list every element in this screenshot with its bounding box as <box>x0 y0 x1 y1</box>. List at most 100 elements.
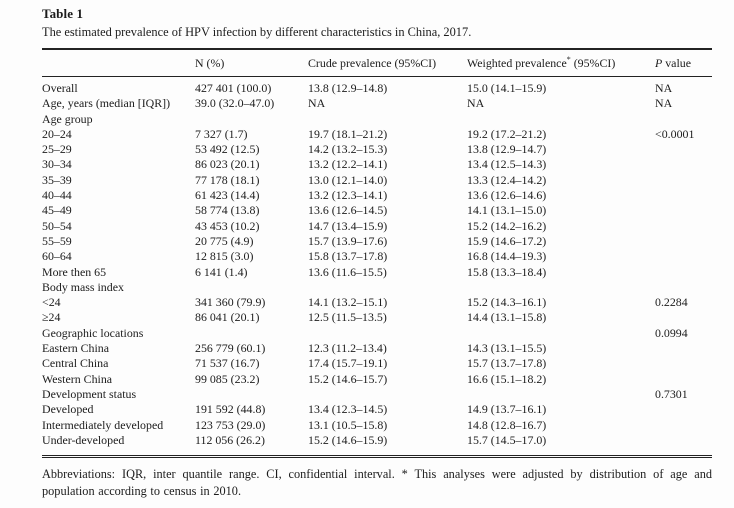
col-header-p-value: P value <box>655 49 712 77</box>
table-row: Intermediately developed 123 753 (29.0) 13… <box>42 418 712 433</box>
cell <box>467 280 655 295</box>
cell <box>195 112 308 127</box>
table-row: ≥24 86 041 (20.1) 12.5 (11.5–13.5) 14.4 (13… <box>42 310 712 325</box>
table-row: 60–64 12 815 (3.0) 15.8 (13.7–17.8) 16.8 (1… <box>42 249 712 264</box>
cell <box>655 142 712 157</box>
table-row: 50–54 43 453 (10.2) 14.7 (13.4–15.9) 15.2 (… <box>42 219 712 234</box>
cell <box>195 280 308 295</box>
cell: 15.9 (14.6–17.2) <box>467 233 547 248</box>
cell: 13.4 (12.3–14.5) <box>308 402 388 417</box>
row-label: <24 <box>42 295 61 310</box>
cell: 14.1 (13.2–15.1) <box>308 295 388 310</box>
row-label: Developed <box>42 402 94 417</box>
col-header-weighted-label: Weighted prevalence <box>467 56 567 70</box>
cell: 0.2284 <box>655 295 688 310</box>
row-label: 20–24 <box>42 126 72 141</box>
data-table: N (%) Crude prevalence (95%CI) Weighted … <box>42 48 712 459</box>
cell <box>655 219 712 234</box>
cell: 86 041 (20.1) <box>195 310 260 325</box>
cell: 19.7 (18.1–21.2) <box>308 126 388 141</box>
row-label: Western China <box>42 371 113 386</box>
cell: 53 492 (12.5) <box>195 142 260 157</box>
cell: 15.2 (14.6–15.9) <box>308 432 388 447</box>
cell: 15.7 (13.9–17.6) <box>308 233 388 248</box>
cell: 19.2 (17.2–21.2) <box>467 126 547 141</box>
table-header-row: N (%) Crude prevalence (95%CI) Weighted … <box>42 49 712 77</box>
row-label: 35–39 <box>42 172 72 187</box>
cell: NA <box>308 96 326 111</box>
cell: 12.5 (11.5–13.5) <box>308 310 387 325</box>
table-footnote: Abbreviations: IQR, inter quantile range… <box>42 467 712 498</box>
col-header-n-label: N (%) <box>195 56 225 70</box>
cell: 15.8 (13.3–18.4) <box>467 264 547 279</box>
cell: 12.3 (11.2–13.4) <box>308 341 387 356</box>
cell: 13.8 (12.9–14.8) <box>308 81 388 95</box>
cell <box>655 310 712 325</box>
row-label: Overall <box>42 81 78 95</box>
cell: 15.2 (14.3–16.1) <box>467 295 547 310</box>
cell <box>655 265 712 280</box>
cell <box>195 387 308 402</box>
cell: NA <box>467 96 485 111</box>
cell: 13.1 (10.5–15.8) <box>308 417 388 432</box>
table-row: Development status 0.7301 <box>42 387 712 402</box>
cell <box>655 203 712 218</box>
row-label: Eastern China <box>42 341 110 356</box>
row-label: 60–64 <box>42 249 72 264</box>
cell: 43 453 (10.2) <box>195 218 260 233</box>
cell <box>655 112 712 127</box>
cell: 15.0 (14.1–15.9) <box>467 81 547 95</box>
cell: 12 815 (3.0) <box>195 249 254 264</box>
cell: 39.0 (32.0–47.0) <box>195 96 275 111</box>
cell: 13.6 (12.6–14.6) <box>467 188 547 203</box>
cell <box>655 234 712 249</box>
cell: 0.0994 <box>655 325 688 340</box>
row-label: ≥24 <box>42 310 61 325</box>
cell: 61 423 (14.4) <box>195 188 260 203</box>
table-row: 45–49 58 774 (13.8) 13.6 (12.6–14.5) 14.1 (… <box>42 203 712 218</box>
table-row: Under-developed 112 056 (26.2) 15.2 (14.6–… <box>42 433 712 457</box>
table-row: Geographic locations 0.0994 <box>42 326 712 341</box>
table-caption: The estimated prevalence of HPV infectio… <box>42 25 472 39</box>
cell: 191 592 (44.8) <box>195 402 266 417</box>
cell: 16.6 (15.1–18.2) <box>467 371 547 386</box>
cell: 13.4 (12.5–14.3) <box>467 157 547 172</box>
cell: 14.1 (13.1–15.0) <box>467 203 547 218</box>
cell <box>655 372 712 387</box>
cell: 14.7 (13.4–15.9) <box>308 218 388 233</box>
cell: 427 401 (100.0) <box>195 81 272 95</box>
cell: 15.2 (14.2–16.2) <box>467 218 547 233</box>
cell <box>467 326 655 341</box>
cell: 14.4 (13.1–15.8) <box>467 310 547 325</box>
table-row: 55–59 20 775 (4.9) 15.7 (13.9–17.6) 15.9 (1… <box>42 234 712 249</box>
col-header-n: N (%) <box>195 49 308 77</box>
cell <box>655 356 712 371</box>
table-row: 40–44 61 423 (14.4) 13.2 (12.3–14.1) 13.6 (… <box>42 188 712 203</box>
cell <box>308 326 467 341</box>
row-label: More then 65 <box>42 264 107 279</box>
cell <box>655 402 712 417</box>
table-row: 35–39 77 178 (18.1) 13.0 (12.1–14.0) 13.3 (… <box>42 173 712 188</box>
cell: <0.0001 <box>655 126 695 141</box>
table-row: 20–24 7 327 (1.7) 19.7 (18.1–21.2) 19.2 (17… <box>42 127 712 142</box>
cell: 14.3 (13.1–15.5) <box>467 341 547 356</box>
table-row: 25–29 53 492 (12.5) 14.2 (13.2–15.3) 13.8 (… <box>42 142 712 157</box>
col-header-p-text: value <box>662 56 691 70</box>
table-row: Age group <box>42 112 712 127</box>
cell <box>655 157 712 172</box>
cell: 58 774 (13.8) <box>195 203 260 218</box>
cell: 13.6 (11.6–15.5) <box>308 264 387 279</box>
table-row: Age, years (median [IQR]) 39.0 (32.0–47.0… <box>42 96 712 111</box>
row-label: Age group <box>42 111 93 126</box>
row-label: 50–54 <box>42 218 72 233</box>
col-header-characteristic <box>42 49 195 77</box>
cell: 14.2 (13.2–15.3) <box>308 142 388 157</box>
row-label: 55–59 <box>42 233 72 248</box>
col-header-weighted-ci: (95%CI) <box>570 56 616 70</box>
cell: 256 779 (60.1) <box>195 341 266 356</box>
cell: 13.0 (12.1–14.0) <box>308 172 388 187</box>
cell <box>308 280 467 295</box>
cell: 16.8 (14.4–19.3) <box>467 249 547 264</box>
cell <box>655 433 712 457</box>
table-row: Body mass index <box>42 280 712 295</box>
